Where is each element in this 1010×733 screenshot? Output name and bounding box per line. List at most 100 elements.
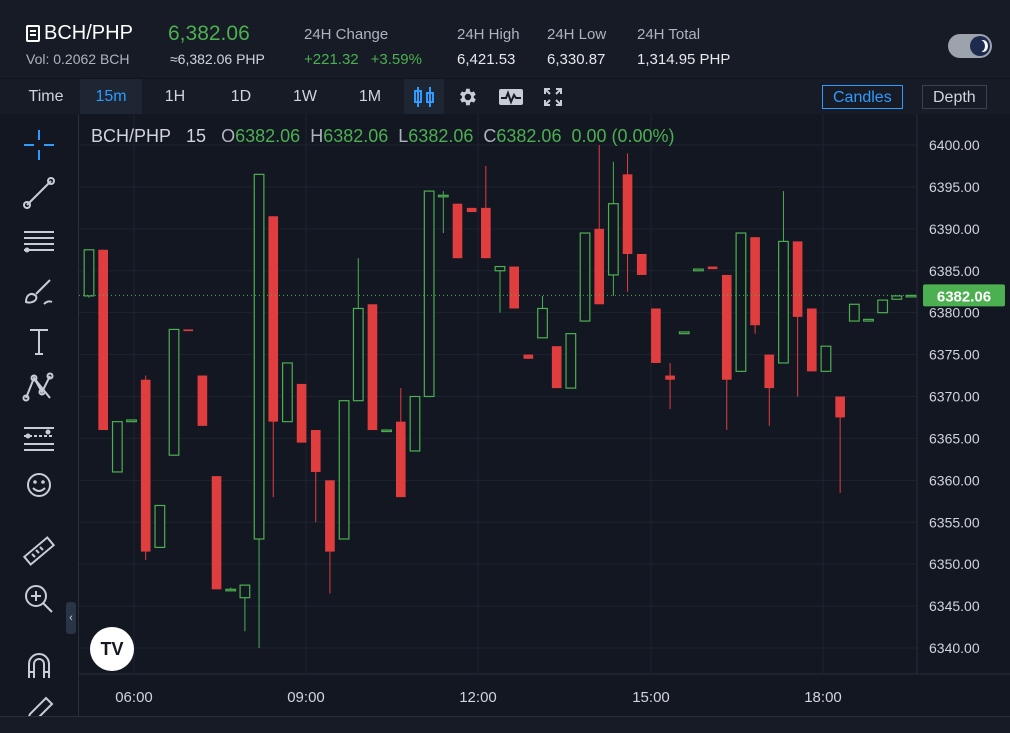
zoom-in-icon[interactable] xyxy=(22,582,56,616)
candlestick-chart[interactable]: 6400.00 6395.00 6390.00 6385.00 6380.00 6375.… xyxy=(79,114,1010,716)
candle xyxy=(665,362,675,410)
candle xyxy=(494,265,506,313)
candle-body xyxy=(225,588,237,592)
volume-text: Vol: 0.2062 BCH xyxy=(26,51,130,67)
candle-body xyxy=(466,207,477,213)
legend-high-label: H xyxy=(310,126,324,146)
legend-close-label: C xyxy=(483,126,497,146)
candle xyxy=(848,303,860,322)
last-price-label: 6382.06 xyxy=(937,288,991,305)
magnet-icon[interactable] xyxy=(22,648,56,682)
change-abs: +221.32 xyxy=(304,51,359,68)
candle-body xyxy=(579,232,591,322)
interval-1w[interactable]: 1W xyxy=(293,88,317,105)
candle-body xyxy=(778,240,789,364)
stat-24h-total: 24H Total 1,314.95 PHP xyxy=(637,26,730,68)
candle xyxy=(325,480,335,594)
candle-body xyxy=(352,307,364,402)
candle xyxy=(168,328,180,456)
interval-1m[interactable]: 1M xyxy=(358,88,382,105)
legend-interval: 15 xyxy=(186,126,207,146)
x-tick-label: 18:00 xyxy=(804,689,842,706)
candle xyxy=(338,400,350,540)
candle-body xyxy=(452,203,463,259)
ohlc-legend: BCH/PHP 15 O6382.06 H6382.06 L6382.06 C6… xyxy=(91,126,675,147)
theme-toggle[interactable] xyxy=(948,34,992,58)
document-icon[interactable] xyxy=(26,25,40,42)
candle-body xyxy=(607,203,619,276)
candle xyxy=(607,161,619,296)
candle xyxy=(622,153,633,292)
candle xyxy=(481,165,491,259)
interval-time[interactable]: Time xyxy=(28,88,64,105)
forecast-tool-icon[interactable] xyxy=(22,420,56,454)
indicators-icon[interactable] xyxy=(498,86,523,108)
candle xyxy=(437,191,449,234)
candle xyxy=(268,216,279,498)
depth-view-button[interactable]: Depth xyxy=(922,85,987,109)
approx-price: ≈6,382.06 PHP xyxy=(170,51,265,67)
candle-body xyxy=(395,421,406,498)
fullscreen-icon[interactable] xyxy=(542,86,566,108)
crosshair-icon[interactable] xyxy=(22,128,56,162)
candle xyxy=(806,308,817,372)
horizontal-lines-icon[interactable] xyxy=(22,224,56,258)
candle-body xyxy=(750,237,760,326)
candle-body xyxy=(325,480,335,552)
candle-body xyxy=(98,249,108,431)
candle-body xyxy=(721,274,732,380)
candle xyxy=(678,331,690,335)
x-tick-label: 15:00 xyxy=(632,689,670,706)
candle xyxy=(721,274,732,431)
candle-body xyxy=(877,299,889,314)
y-tick-label: 6375.00 xyxy=(929,347,980,363)
candle xyxy=(692,268,704,272)
stat-label: 24H High xyxy=(457,26,520,43)
pair-title[interactable]: BCH/PHP xyxy=(26,22,133,45)
ruler-icon[interactable] xyxy=(22,534,56,568)
legend-open-value: 6382.06 xyxy=(235,126,301,146)
pattern-tool-icon[interactable] xyxy=(22,370,56,404)
candles-view-button[interactable]: Candles xyxy=(822,85,903,109)
candle xyxy=(296,383,307,443)
y-tick-label: 6365.00 xyxy=(929,430,980,446)
interval-1d[interactable]: 1D xyxy=(230,88,252,105)
y-tick-label: 6355.00 xyxy=(929,514,980,530)
candle xyxy=(509,266,519,309)
text-tool-icon[interactable] xyxy=(22,324,56,358)
candle-body xyxy=(820,345,832,372)
change-pct: +3.59% xyxy=(370,51,422,68)
y-tick-label: 6360.00 xyxy=(929,472,980,488)
collapse-toolbar-chevron-icon[interactable]: ‹ xyxy=(66,602,76,634)
candle-body xyxy=(792,241,803,317)
candlestick-icon[interactable] xyxy=(404,79,444,115)
candle-body xyxy=(126,419,137,423)
x-tick-label: 06:00 xyxy=(115,689,153,706)
y-tick-label: 6400.00 xyxy=(929,137,980,153)
brush-icon[interactable] xyxy=(22,274,56,308)
interval-15m[interactable]: 15m xyxy=(80,79,142,115)
last-price: 6,382.06 xyxy=(168,22,250,45)
candle-body xyxy=(537,307,548,339)
interval-1h[interactable]: 1H xyxy=(164,88,186,105)
y-tick-label: 6385.00 xyxy=(929,263,980,279)
candle-body xyxy=(296,383,307,443)
settings-gear-icon[interactable] xyxy=(455,86,479,108)
candle xyxy=(735,232,747,372)
candle xyxy=(197,375,208,426)
legend-low-label: L xyxy=(398,126,409,146)
candle-body xyxy=(848,303,860,322)
candle-body xyxy=(197,375,208,426)
smiley-icon[interactable] xyxy=(22,468,56,502)
trend-line-icon[interactable] xyxy=(22,176,56,210)
legend-close-value: 6382.06 xyxy=(496,126,562,146)
candle-body xyxy=(183,329,194,332)
stat-value: 6,330.87 xyxy=(547,51,606,68)
candle xyxy=(636,253,647,275)
stat-label: 24H Low xyxy=(547,26,607,43)
candle-body xyxy=(651,308,661,363)
candle-body xyxy=(494,265,506,272)
candle xyxy=(423,190,435,398)
candle xyxy=(792,241,803,397)
candle-body xyxy=(154,504,166,549)
